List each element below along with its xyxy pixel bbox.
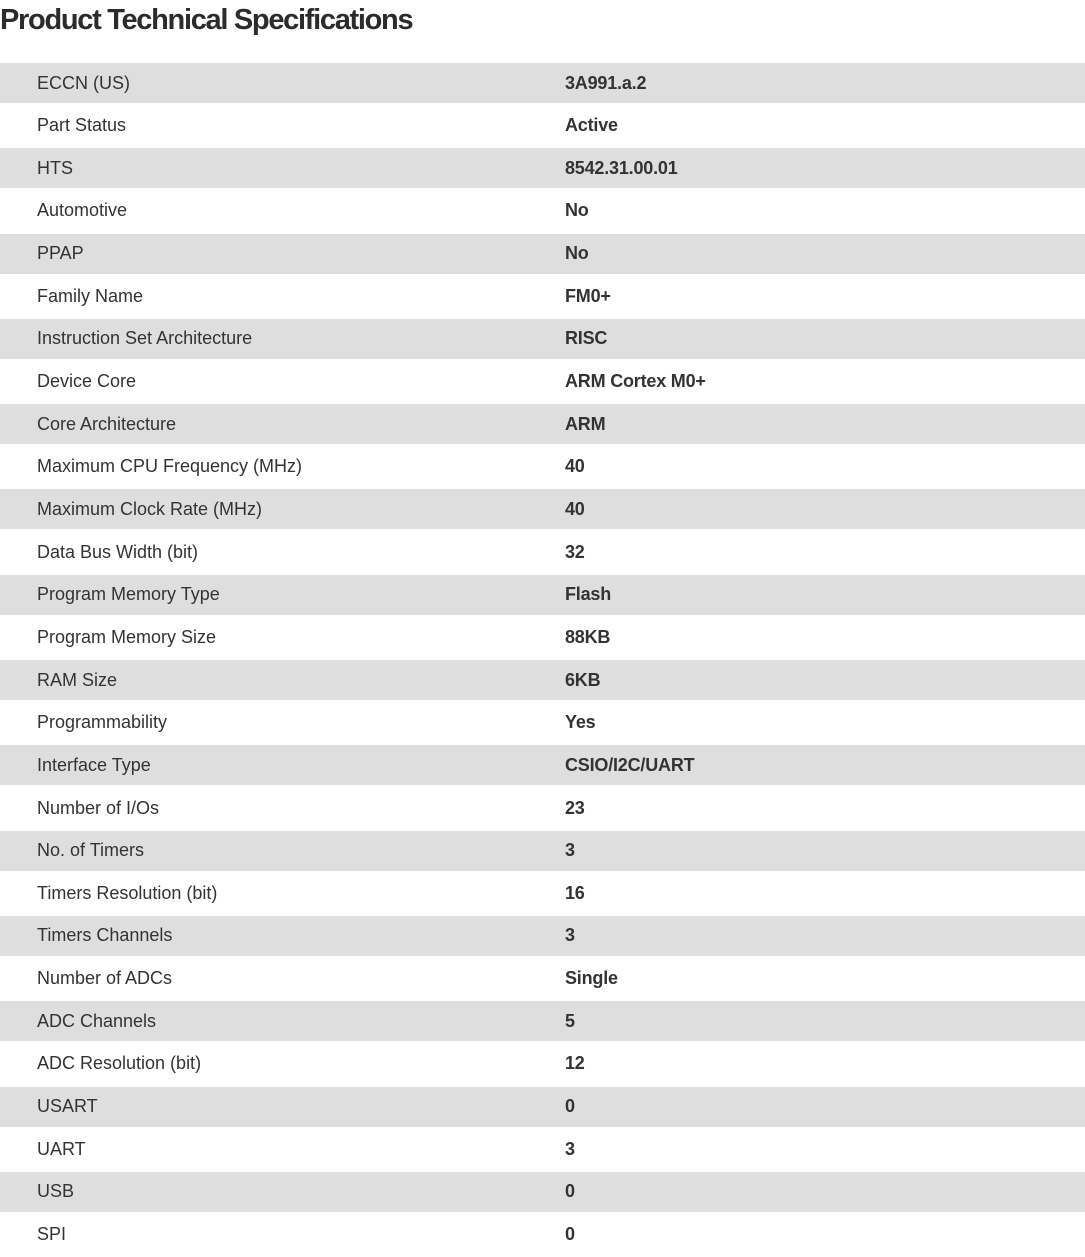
- spec-row: Timers Channels 3: [0, 915, 1085, 956]
- spec-value: 3: [565, 840, 575, 861]
- spec-label: Device Core: [37, 371, 137, 392]
- spec-label: USB: [37, 1181, 75, 1202]
- spec-row: SPI 0: [0, 1211, 1085, 1257]
- spec-label: Core Architecture: [37, 413, 177, 434]
- spec-value: 16: [565, 882, 585, 903]
- spec-row: RAM Size 6KB: [0, 660, 1085, 701]
- spec-value: FM0+: [565, 285, 611, 306]
- spec-label: Instruction Set Architecture: [37, 328, 253, 349]
- spec-row: Program Memory Type Flash: [0, 574, 1085, 615]
- spec-label: Maximum CPU Frequency (MHz): [37, 456, 303, 477]
- spec-label: Family Name: [37, 285, 144, 306]
- spec-label: PPAP: [37, 243, 84, 264]
- spec-label: Number of I/Os: [37, 797, 160, 818]
- spec-value: 0: [565, 1096, 575, 1117]
- spec-row: Timers Resolution (bit) 16: [0, 870, 1085, 916]
- spec-value: 32: [565, 541, 585, 562]
- spec-label: Program Memory Size: [37, 626, 217, 647]
- spec-value: CSIO/I2C/UART: [565, 754, 695, 775]
- spec-row: Programmability Yes: [0, 700, 1085, 746]
- spec-value: 0: [565, 1181, 575, 1202]
- spec-label: Number of ADCs: [37, 968, 173, 989]
- spec-value: 40: [565, 456, 585, 477]
- spec-label: UART: [37, 1138, 86, 1159]
- spec-row: USART 0: [0, 1086, 1085, 1127]
- spec-row: Core Architecture ARM: [0, 404, 1085, 445]
- spec-value: 88KB: [565, 626, 611, 647]
- spec-value: 12: [565, 1053, 585, 1074]
- spec-value: Single: [565, 968, 618, 989]
- spec-value: 8542.31.00.01: [565, 157, 678, 178]
- spec-value: 23: [565, 797, 585, 818]
- spec-row: UART 3: [0, 1126, 1085, 1172]
- spec-row: HTS 8542.31.00.01: [0, 148, 1085, 189]
- spec-label: Program Memory Type: [37, 584, 220, 605]
- spec-label: No. of Timers: [37, 840, 145, 861]
- spec-value: 3A991.a.2: [565, 72, 647, 93]
- spec-value: No: [565, 200, 589, 221]
- spec-row: Number of ADCs Single: [0, 955, 1085, 1002]
- spec-row: No. of Timers 3: [0, 830, 1085, 871]
- spec-value: 0: [565, 1224, 575, 1244]
- spec-row: Part Status Active: [0, 103, 1085, 149]
- spec-row: Family Name FM0+: [0, 273, 1085, 319]
- spec-row: Automotive No: [0, 188, 1085, 234]
- spec-value: No: [565, 243, 589, 264]
- spec-label: ADC Resolution (bit): [37, 1053, 202, 1074]
- spec-value: 3: [565, 925, 575, 946]
- spec-label: SPI: [37, 1224, 67, 1244]
- page-title: Product Technical Specifications: [0, 4, 414, 36]
- spec-label: Data Bus Width (bit): [37, 541, 199, 562]
- spec-row: ECCN (US) 3A991.a.2: [0, 63, 1085, 103]
- spec-row: ADC Channels 5: [0, 1001, 1085, 1042]
- spec-label: RAM Size: [37, 669, 118, 690]
- spec-label: Timers Resolution (bit): [37, 882, 218, 903]
- spec-label: Part Status: [37, 115, 127, 136]
- spec-value: 6KB: [565, 669, 601, 690]
- spec-value: ARM Cortex M0+: [565, 371, 706, 392]
- spec-value: 40: [565, 498, 585, 519]
- spec-label: Programmability: [37, 712, 168, 733]
- spec-value: ARM: [565, 413, 606, 434]
- spec-value: Flash: [565, 584, 612, 605]
- spec-value: 5: [565, 1010, 575, 1031]
- spec-row: Device Core ARM Cortex M0+: [0, 358, 1085, 405]
- spec-label: Timers Channels: [37, 925, 173, 946]
- spec-row: Number of I/Os 23: [0, 785, 1085, 831]
- spec-label: ECCN (US): [37, 72, 130, 93]
- spec-value: 3: [565, 1138, 575, 1159]
- spec-row: Maximum CPU Frequency (MHz) 40: [0, 444, 1085, 490]
- spec-row: Data Bus Width (bit) 32: [0, 529, 1085, 575]
- spec-label: Interface Type: [37, 754, 151, 775]
- spec-row: Maximum Clock Rate (MHz) 40: [0, 489, 1085, 530]
- spec-value: Yes: [565, 712, 596, 733]
- spec-label: USART: [37, 1096, 98, 1117]
- spec-value: RISC: [565, 328, 608, 349]
- spec-label: ADC Channels: [37, 1010, 157, 1031]
- spec-label: Maximum Clock Rate (MHz): [37, 498, 263, 519]
- spec-row: Interface Type CSIO/I2C/UART: [0, 745, 1085, 786]
- spec-row: ADC Resolution (bit) 12: [0, 1041, 1085, 1087]
- spec-row: PPAP No: [0, 233, 1085, 274]
- spec-label: Automotive: [37, 200, 128, 221]
- spec-row: USB 0: [0, 1171, 1085, 1212]
- spec-row: Instruction Set Architecture RISC: [0, 318, 1085, 359]
- spec-label: HTS: [37, 157, 73, 178]
- spec-row: Program Memory Size 88KB: [0, 614, 1085, 661]
- spec-table: ECCN (US) 3A991.a.2 Part Status Active HTS 85…: [0, 63, 1085, 1257]
- spec-value: Active: [565, 115, 618, 136]
